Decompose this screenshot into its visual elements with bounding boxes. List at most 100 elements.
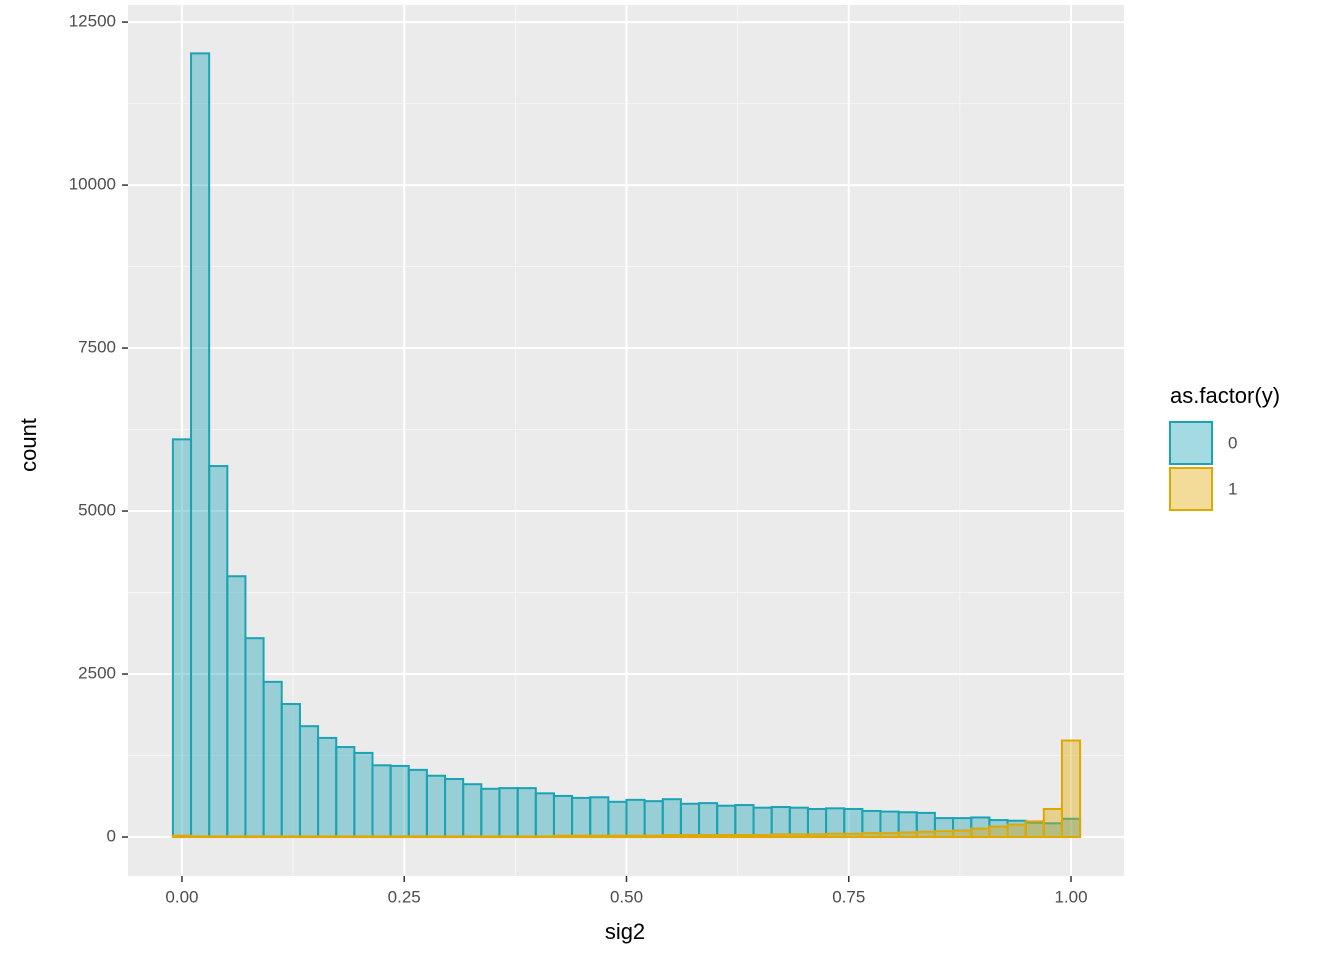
bar bbox=[589, 834, 610, 839]
bar bbox=[970, 827, 991, 839]
bar bbox=[534, 835, 555, 839]
bar bbox=[1042, 807, 1063, 839]
bar bbox=[915, 830, 936, 839]
y-tick-label: 5000 bbox=[78, 501, 116, 520]
bar bbox=[861, 832, 882, 839]
bar bbox=[353, 751, 374, 839]
bar bbox=[298, 835, 320, 839]
bar bbox=[317, 736, 338, 839]
x-axis-title: sig2 bbox=[605, 919, 645, 944]
bar bbox=[444, 777, 465, 839]
bar bbox=[825, 832, 846, 839]
bar bbox=[879, 832, 900, 839]
bar bbox=[407, 835, 428, 839]
bar bbox=[516, 835, 537, 839]
bar bbox=[462, 835, 483, 839]
bar bbox=[679, 802, 701, 839]
y-tick-label: 10000 bbox=[69, 175, 116, 194]
bar bbox=[698, 834, 719, 839]
bar bbox=[1024, 820, 1045, 839]
bar bbox=[389, 835, 410, 839]
y-tick-label: 12500 bbox=[69, 12, 116, 31]
bar bbox=[933, 830, 955, 839]
bar bbox=[1006, 823, 1027, 839]
bar bbox=[208, 835, 229, 839]
bar bbox=[988, 825, 1009, 839]
bar bbox=[244, 835, 265, 839]
y-axis-title: count bbox=[16, 418, 41, 472]
bar bbox=[1060, 739, 1082, 839]
legend-key bbox=[1169, 421, 1213, 465]
bar bbox=[770, 806, 791, 839]
x-tick-label: 0.25 bbox=[388, 887, 421, 906]
bar bbox=[335, 746, 356, 839]
bar bbox=[661, 798, 682, 839]
bar bbox=[806, 833, 828, 839]
x-tick-label: 0.00 bbox=[165, 887, 198, 906]
bar bbox=[607, 800, 628, 839]
bar bbox=[389, 764, 410, 839]
bar bbox=[262, 835, 283, 839]
bar bbox=[498, 787, 519, 839]
y-tick-label: 2500 bbox=[78, 664, 116, 683]
bar bbox=[208, 465, 229, 839]
bar bbox=[625, 834, 646, 839]
bar bbox=[534, 792, 555, 839]
legend-label: 0 bbox=[1228, 433, 1237, 452]
bar bbox=[897, 831, 918, 839]
bar bbox=[407, 768, 428, 839]
bar bbox=[952, 829, 973, 839]
bar bbox=[444, 835, 465, 839]
y-tick-label: 0 bbox=[107, 826, 116, 845]
bar bbox=[589, 796, 610, 839]
bar bbox=[698, 802, 719, 839]
bar bbox=[788, 833, 809, 839]
bar bbox=[425, 774, 447, 839]
x-tick-label: 0.50 bbox=[610, 887, 643, 906]
bar bbox=[661, 834, 682, 839]
x-tick-label: 1.00 bbox=[1054, 887, 1087, 906]
legend-key bbox=[1169, 467, 1213, 511]
y-tick-label: 7500 bbox=[78, 338, 116, 357]
bar bbox=[806, 807, 828, 839]
bar bbox=[171, 834, 193, 839]
bar bbox=[244, 637, 265, 839]
bar bbox=[788, 806, 809, 839]
bar bbox=[335, 835, 356, 839]
bar bbox=[498, 835, 519, 839]
bar bbox=[190, 52, 211, 839]
bar bbox=[371, 764, 392, 839]
bar bbox=[770, 833, 791, 839]
bar bbox=[298, 725, 320, 839]
bar bbox=[716, 804, 737, 839]
bar bbox=[317, 835, 338, 839]
bar bbox=[752, 834, 773, 839]
bar bbox=[752, 806, 773, 839]
x-tick-label: 0.75 bbox=[832, 887, 865, 906]
bar bbox=[171, 438, 193, 839]
bar bbox=[825, 807, 846, 839]
bar bbox=[371, 835, 392, 839]
bar bbox=[262, 680, 283, 839]
bar bbox=[552, 834, 574, 839]
bar bbox=[716, 834, 737, 839]
bar bbox=[552, 794, 574, 839]
legend-label: 1 bbox=[1228, 479, 1237, 498]
bar bbox=[226, 835, 247, 839]
bar bbox=[571, 796, 592, 839]
bar bbox=[280, 835, 301, 839]
bar bbox=[571, 834, 592, 839]
bar bbox=[734, 804, 755, 839]
bar bbox=[353, 835, 374, 839]
bar bbox=[679, 834, 701, 839]
bar bbox=[480, 787, 501, 839]
bar bbox=[280, 703, 301, 839]
bar bbox=[462, 783, 483, 839]
legend-title: as.factor(y) bbox=[1170, 383, 1280, 408]
bar bbox=[643, 800, 664, 839]
bar bbox=[734, 834, 755, 839]
bar bbox=[480, 835, 501, 839]
bar bbox=[607, 834, 628, 839]
bar bbox=[190, 835, 211, 839]
